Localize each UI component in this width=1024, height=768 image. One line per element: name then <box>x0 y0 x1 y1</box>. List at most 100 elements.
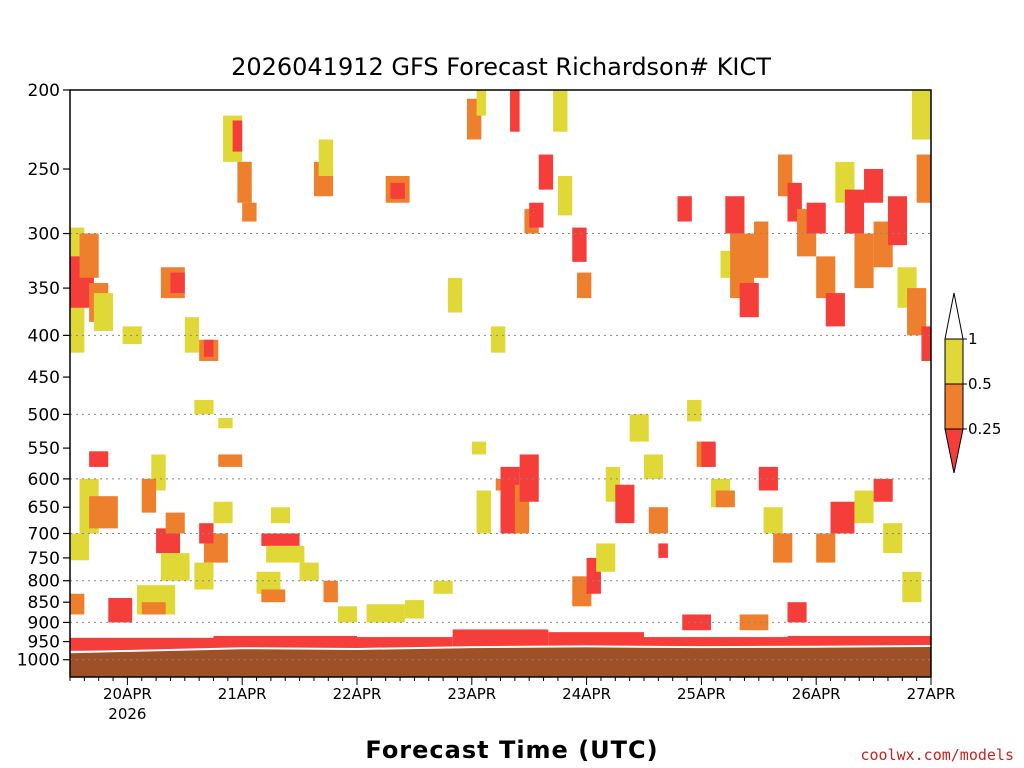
y-axis: 200 250 300 350 400 450 500 550 600 650 700 750 8008… <box>17 81 70 671</box>
ri-cell <box>854 490 874 524</box>
ri-cell <box>825 293 845 327</box>
ri-cell <box>658 543 668 558</box>
ri-cell <box>165 512 185 534</box>
ri-cell <box>490 326 506 353</box>
colorbar-legend: 1 0.5 0.25 <box>944 292 1001 474</box>
low-level-band <box>357 637 453 649</box>
ri-cell <box>237 161 252 203</box>
ri-cell <box>907 288 927 336</box>
y-tick-label: 550 <box>28 439 60 459</box>
ri-cell <box>538 154 554 190</box>
ri-cell <box>644 454 664 479</box>
ri-cell <box>921 326 931 361</box>
ri-cell <box>270 507 291 524</box>
ri-cell <box>203 339 214 357</box>
y-tick-label: 650 <box>28 498 60 518</box>
ri-cell <box>519 454 539 502</box>
ri-cell <box>572 227 587 262</box>
ri-cell <box>218 417 233 429</box>
ri-cell <box>911 90 931 140</box>
y-tick-label: 950 <box>28 633 60 653</box>
y-tick-label: 300 <box>28 225 60 245</box>
ri-cell <box>476 90 487 116</box>
ri-cell <box>199 523 214 544</box>
ri-cell <box>844 189 865 234</box>
x-tick-label: 22APR <box>333 685 382 703</box>
ri-cell <box>93 293 114 331</box>
ri-cell <box>787 602 807 623</box>
y-tick-label: 350 <box>28 279 60 299</box>
ri-cell <box>701 441 716 467</box>
ri-cell <box>873 478 893 502</box>
ri-cell <box>887 196 908 246</box>
x-axis-label: Forecast Time (UTC) <box>365 736 658 764</box>
ri-cell <box>758 466 778 491</box>
ri-cell <box>763 507 783 534</box>
ri-cell <box>615 484 635 524</box>
colorbar-label: 0.5 <box>968 375 992 393</box>
low-level-band <box>644 637 788 648</box>
ri-cell <box>337 606 357 623</box>
ri-cell <box>553 90 568 132</box>
ri-cell <box>677 196 692 222</box>
colorbar-segment <box>944 338 964 385</box>
ri-cell <box>213 501 233 524</box>
low-level-band <box>70 637 214 651</box>
ri-cell <box>902 571 922 603</box>
ri-cell <box>687 399 702 422</box>
ri-cell <box>864 168 884 203</box>
ri-cell <box>261 533 300 546</box>
x-tick-label: 24APR <box>562 685 611 703</box>
colorbar-label: 1 <box>968 330 978 348</box>
ri-cell <box>557 176 573 216</box>
ri-cell <box>739 283 759 318</box>
ri-cell <box>170 272 185 294</box>
ri-cell <box>232 120 243 152</box>
ri-cell <box>471 441 487 455</box>
ri-cell <box>160 553 190 581</box>
plot-area <box>69 89 932 678</box>
colorbar-top-triangle <box>944 292 964 340</box>
ri-cell <box>883 523 903 554</box>
ri-cell <box>141 478 157 513</box>
ri-cell <box>816 256 836 299</box>
ri-cell <box>89 451 109 467</box>
x-tick-label: 25APR <box>677 685 726 703</box>
chart-title: 2026041912 GFS Forecast Richardson# KICT <box>231 53 771 81</box>
ri-cell <box>79 233 99 278</box>
x-tick-label: 21APR <box>218 685 267 703</box>
ri-cell <box>89 496 118 529</box>
ri-cell <box>596 543 616 572</box>
credit-text: coolwx.com/models <box>860 746 1014 764</box>
ri-cell <box>70 593 85 615</box>
ri-cell <box>682 614 711 631</box>
ri-cell <box>854 233 874 289</box>
ri-cell <box>194 399 214 415</box>
ri-cell <box>366 604 405 623</box>
y-tick-label: 800 <box>28 572 60 592</box>
y-tick-label: 500 <box>28 405 60 425</box>
x-tick-label: 20APR <box>103 685 152 703</box>
ri-cell <box>261 589 286 603</box>
ri-cell <box>141 602 166 615</box>
ri-cell <box>242 202 257 222</box>
ri-cell <box>323 580 338 603</box>
ri-cell <box>629 414 649 442</box>
y-tick-label: 850 <box>28 593 60 613</box>
ri-cell <box>194 562 214 590</box>
x-axis: 20APR 2026 21APR 22APR 23APR 24APR 25APR 26APR 2… <box>69 677 955 723</box>
low-level-band <box>548 632 644 647</box>
ri-cell <box>476 490 491 534</box>
x-tick-sublabel: 2026 <box>108 705 146 723</box>
ri-cell <box>122 326 142 345</box>
ri-cell <box>318 139 334 177</box>
ri-cell <box>529 202 544 228</box>
ri-cell <box>447 277 463 313</box>
ri-cell <box>816 533 836 563</box>
ri-cell <box>70 533 90 561</box>
x-tick-label: 26APR <box>792 685 841 703</box>
ri-cell <box>510 90 520 132</box>
ri-cell <box>730 233 755 299</box>
y-tick-label: 750 <box>28 549 60 569</box>
